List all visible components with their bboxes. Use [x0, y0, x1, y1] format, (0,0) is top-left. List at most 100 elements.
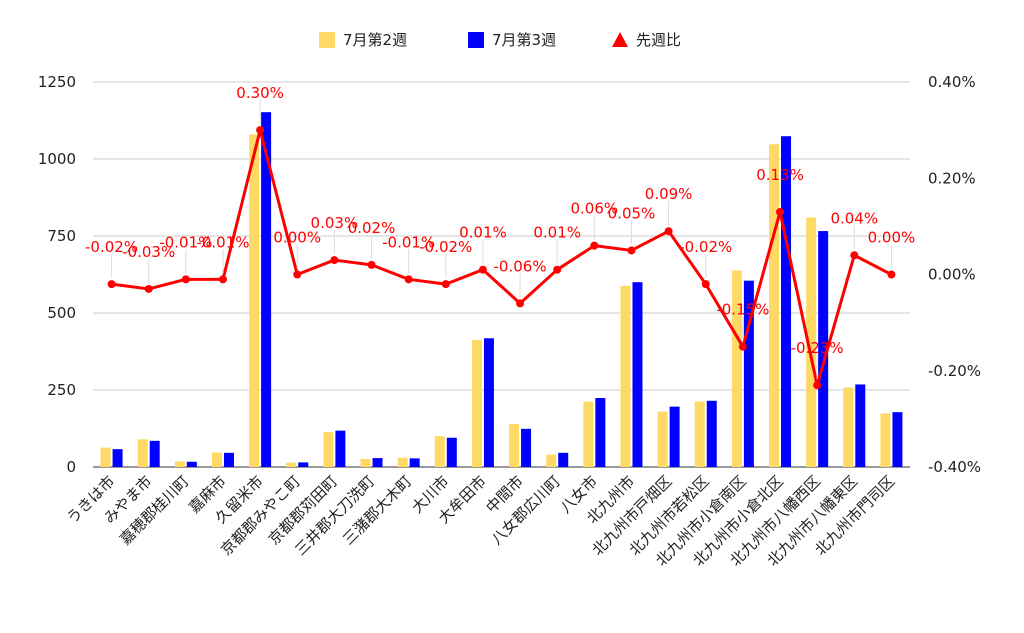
bar-week2: [769, 144, 780, 467]
bar-week3: [669, 406, 680, 467]
bar-week3: [298, 462, 309, 467]
bar-week2: [137, 439, 148, 467]
ratio-point: [404, 275, 413, 284]
legend: 7月第2週 7月第3週 先週比: [319, 31, 681, 49]
ratio-point: [590, 241, 599, 250]
ratio-line: -0.02%-0.03%-0.01%-0.01%0.30%0.00%0.03%0…: [85, 84, 916, 390]
ratio-data-label: 0.04%: [830, 209, 878, 227]
y-right-tick-label: 0.20%: [928, 169, 976, 187]
bar-week3: [632, 282, 643, 467]
ratio-data-label: 0.13%: [756, 166, 804, 184]
y-right-tick-label: -0.20%: [928, 362, 981, 380]
ratio-data-label: 0.01%: [533, 224, 581, 242]
ratio-point: [664, 227, 673, 236]
ratio-series-line: [111, 128, 893, 387]
bar-week2: [211, 452, 222, 467]
bar-week3: [446, 437, 457, 467]
y-left-tick-label: 1250: [38, 73, 76, 91]
bar-week3: [149, 440, 160, 467]
bar-week3: [112, 449, 123, 467]
ratio-data-label: 0.00%: [273, 229, 321, 247]
bar-week2: [323, 432, 334, 467]
y-left-tick-label: 0: [66, 458, 76, 476]
bar-week2: [620, 285, 631, 467]
ratio-data-label: 0.00%: [868, 229, 916, 247]
bar-week3: [372, 458, 383, 467]
ratio-data-label: 0.06%: [571, 200, 619, 218]
bar-week2: [397, 457, 408, 467]
bar-week2: [546, 454, 557, 467]
bar-week2: [583, 401, 594, 467]
bar-week2: [471, 340, 482, 467]
ratio-point: [776, 207, 785, 216]
ratio-data-label: -0.01%: [196, 233, 249, 251]
ratio-point: [330, 256, 339, 265]
y-right-tick-label: 0.00%: [928, 266, 976, 284]
ratio-point: [887, 270, 896, 279]
bar-week3: [521, 428, 532, 467]
bar-week2: [249, 134, 260, 468]
ratio-point: [181, 275, 190, 284]
ratio-data-label: 0.02%: [348, 219, 396, 237]
bar-week2: [657, 411, 668, 467]
bar-week3: [335, 430, 346, 467]
y-left-tick-label: 750: [47, 227, 76, 245]
ratio-data-label: -0.23%: [791, 339, 844, 357]
bar-week2: [731, 270, 742, 467]
ratio-point: [553, 265, 562, 274]
bar-week3: [409, 458, 420, 467]
bar-week2: [360, 458, 371, 467]
bar-week2: [509, 423, 520, 467]
bar-week3: [892, 412, 903, 467]
bar-week2: [694, 401, 705, 467]
ratio-data-label: 0.01%: [459, 224, 507, 242]
ratio-point: [478, 265, 487, 274]
ratio-data-label: -0.01%: [382, 233, 435, 251]
bar-week3: [261, 112, 272, 468]
y-right-tick-label: 0.40%: [928, 73, 976, 91]
ratio-point: [367, 260, 376, 269]
bar-week2: [880, 413, 891, 467]
bar-week3: [706, 400, 717, 467]
ratio-point: [850, 251, 859, 260]
ratio-data-label: -0.02%: [85, 238, 138, 256]
bar-week3: [186, 461, 197, 467]
y-left-tick-label: 500: [47, 304, 76, 322]
ratio-point: [701, 280, 710, 289]
ratio-data-label: -0.03%: [122, 243, 175, 261]
ratio-data-label: 0.03%: [311, 214, 359, 232]
bar-week3: [595, 398, 606, 467]
bar-week2: [434, 436, 445, 467]
ratio-data-label: -0.02%: [419, 238, 472, 256]
bar-week3: [483, 338, 494, 467]
legend-swatch-week2: [319, 32, 335, 48]
ratio-data-label: 0.05%: [608, 204, 656, 222]
ratio-point: [441, 280, 450, 289]
ratio-point: [218, 275, 227, 284]
legend-label-week2: 7月第2週: [343, 31, 407, 49]
ratio-point: [627, 246, 636, 255]
bar-week3: [818, 231, 829, 467]
ratio-point: [516, 299, 525, 308]
legend-triangle-icon: [612, 32, 628, 47]
bar-week3: [223, 452, 234, 467]
bar-week2: [806, 217, 817, 467]
ratio-point: [813, 381, 822, 390]
ratio-point: [256, 126, 265, 135]
ratio-data-label: -0.01%: [159, 233, 212, 251]
ratio-data-label: -0.15%: [716, 301, 769, 319]
bar-week3: [743, 280, 754, 467]
ratio-data-label: 0.09%: [645, 185, 693, 203]
bar-week3: [855, 384, 866, 467]
legend-label-week3: 7月第3週: [492, 31, 556, 49]
x-axis: うきは市みやま市嘉穂郡桂川町嘉麻市久留米市京都郡みやこ町京都郡苅田町三井郡大刀洗…: [63, 472, 898, 570]
legend-label-ratio: 先週比: [636, 31, 681, 49]
ratio-point: [293, 270, 302, 279]
ratio-point: [738, 342, 747, 351]
y-left-tick-label: 250: [47, 381, 76, 399]
bar-week2: [843, 387, 854, 467]
ratio-data-label: 0.30%: [236, 84, 284, 102]
ratio-point: [107, 280, 116, 289]
legend-swatch-week3: [468, 32, 484, 48]
